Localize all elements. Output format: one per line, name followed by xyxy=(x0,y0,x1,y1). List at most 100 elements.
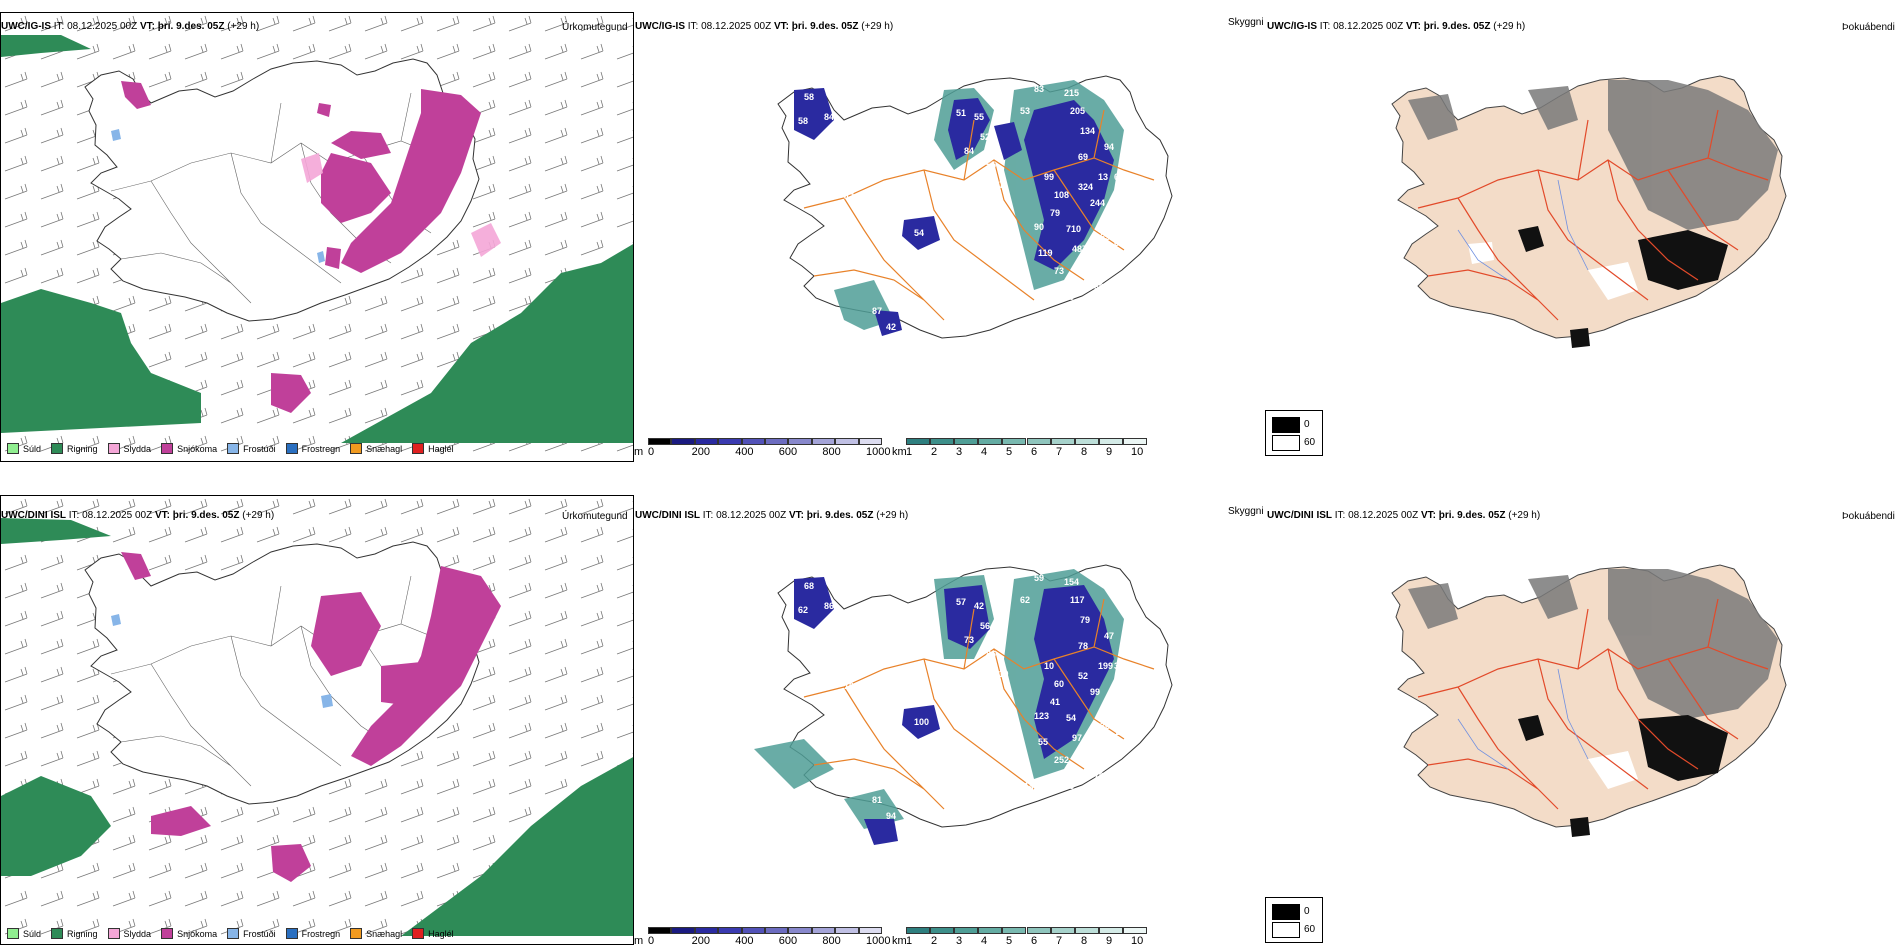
it-value: 08.12.2025 00Z xyxy=(701,21,772,32)
legend-swatch xyxy=(7,928,19,939)
cloud-base-label: 50 xyxy=(1100,262,1110,272)
cloud-base-label: 97 xyxy=(994,180,1004,190)
legend-item: Snjókoma xyxy=(161,443,217,454)
legend-swatch xyxy=(412,928,425,939)
colorbar-segment xyxy=(811,438,836,445)
cloud-base-label: 108 xyxy=(844,681,859,691)
cloud-base-label: 52 xyxy=(980,132,990,142)
vt-value: þri. 9.des. 05Z xyxy=(806,510,874,521)
cloud-base-label: 60 xyxy=(1064,292,1074,302)
colorbar-segment xyxy=(1050,438,1075,445)
legend-swatch xyxy=(227,443,240,454)
colorbar-tick: 600 xyxy=(778,446,798,458)
colorbar-tick: 1000 xyxy=(866,446,891,458)
legend-label: Snjókoma xyxy=(177,443,218,454)
cloud-base-label: 73 xyxy=(964,635,974,645)
it-label: IT: xyxy=(1319,21,1331,32)
colorbar-tick: 6 xyxy=(1031,446,1038,458)
colorbar-tick: 3 xyxy=(956,935,963,947)
cloud-base-label: 81 xyxy=(872,795,882,805)
colorbar-segment xyxy=(718,438,742,445)
colorbar-tick: 10 xyxy=(1131,446,1144,458)
legend-swatch xyxy=(227,928,240,939)
legend-item: Slydda xyxy=(107,928,151,939)
legend-label: Súld xyxy=(23,928,42,939)
cloud-title-1: Skyggni xyxy=(1228,17,1264,28)
cloud-base-label: 62 xyxy=(1114,238,1124,248)
colorbar-tick: 1 xyxy=(906,935,913,947)
colorbar-segment xyxy=(858,438,882,445)
cloud-base-label: 10 xyxy=(1104,218,1114,228)
colorbar-segment xyxy=(1098,927,1123,934)
cloud-base-label: 56 xyxy=(1064,781,1074,791)
legend-item: Haglél xyxy=(412,443,454,454)
precip-header-2: UWC/DINI ISL IT: 08.12.2025 00Z VT: þri.… xyxy=(1,510,274,521)
colorbar-tick: 600 xyxy=(778,935,798,947)
legend-swatch xyxy=(161,443,174,454)
precip-title-2: Úrkomutegund xyxy=(562,511,628,522)
fog-legend-2: 0 60 xyxy=(1265,897,1323,943)
colorbar-segment xyxy=(1026,927,1051,934)
cloud-base-label: 87 xyxy=(818,629,828,639)
colorbar-tick: 7 xyxy=(1056,935,1063,947)
cloud-base-label: 53 xyxy=(836,639,846,649)
cloud-base-label: 63 xyxy=(1100,232,1110,242)
cloud-base-label: 154 xyxy=(1064,577,1079,587)
colorbar-segment xyxy=(1026,438,1051,445)
legend-item: Súld xyxy=(7,928,41,939)
colorbar-tick: 1000 xyxy=(866,935,891,947)
cloud-base-label: 42 xyxy=(974,601,984,611)
legend-swatch xyxy=(51,443,64,454)
row-1: Súld Rigning Slydda Snjókoma Frostúði Fr… xyxy=(0,12,1898,462)
colorbar-segment xyxy=(1050,927,1075,934)
colorbar-tick: 6 xyxy=(1031,935,1038,947)
colorbar-segment xyxy=(1074,927,1099,934)
colorbar-segment xyxy=(835,927,859,934)
precip-map-1 xyxy=(1,13,633,461)
colorbar-tick: 5 xyxy=(1006,446,1013,458)
colorbar-segment xyxy=(788,927,812,934)
cloud-base-label: 26 xyxy=(1108,250,1118,260)
fog-panel-1 xyxy=(1268,30,1898,430)
legend-swatch xyxy=(1272,922,1300,938)
legend-label: Snæhagl xyxy=(366,928,403,939)
cloud-base-label: 215 xyxy=(1064,88,1079,98)
cloud-base-label: 710 xyxy=(1066,224,1081,234)
cloud-base-label: 119 xyxy=(1038,248,1053,258)
rain-area xyxy=(1,289,201,433)
cloud-base-label: 67 xyxy=(836,150,846,160)
vt-value: þri. 9.des. 05Z xyxy=(1438,510,1506,521)
cloud-base-label: 57 xyxy=(956,597,966,607)
colorbar-tick: 4 xyxy=(981,935,988,947)
legend-item: Snæhagl xyxy=(350,928,402,939)
cloud-base-label: 85 xyxy=(818,140,828,150)
colorbar-tick: 5 xyxy=(1006,935,1013,947)
legend-label: Snæhagl xyxy=(366,443,403,454)
colorbar-tick: 7 xyxy=(1056,446,1063,458)
cloud-base-label: 52 xyxy=(1078,671,1088,681)
cloud-base-label: 41 xyxy=(1050,697,1060,707)
colorbar-segment xyxy=(788,438,812,445)
cloud-base-label: 487 xyxy=(1072,244,1087,254)
row-2: Súld Rigning Slydda Snjókoma Frostúði Fr… xyxy=(0,475,1900,950)
cloud-base-label: 60 xyxy=(1104,707,1114,717)
legend-swatch xyxy=(1272,435,1300,451)
precip-panel-2: Súld Rigning Slydda Snjókoma Frostúði Fr… xyxy=(0,495,634,945)
cloud-base-label: 199 xyxy=(1098,661,1113,671)
colorbar-segment xyxy=(978,438,1003,445)
precip-panel-1: Súld Rigning Slydda Snjókoma Frostúði Fr… xyxy=(0,12,634,462)
vt-value: þri. 9.des. 05Z xyxy=(791,21,859,32)
it-value: 08.12.2025 00Z xyxy=(716,510,787,521)
vt-label: VT: xyxy=(773,21,789,32)
cloud-base-label: 55 xyxy=(1038,737,1048,747)
colorbar-segment xyxy=(978,927,1003,934)
legend-label: Súld xyxy=(23,443,42,454)
legend-item: Snæhagl xyxy=(350,443,402,454)
legend-swatch xyxy=(51,928,64,939)
it-label: IT: xyxy=(1334,510,1346,521)
colorbar-segment xyxy=(811,927,836,934)
colorbar-segment xyxy=(1122,927,1147,934)
precip-legend-2: Súld Rigning Slydda Snjókoma Frostúði Fr… xyxy=(7,928,454,939)
